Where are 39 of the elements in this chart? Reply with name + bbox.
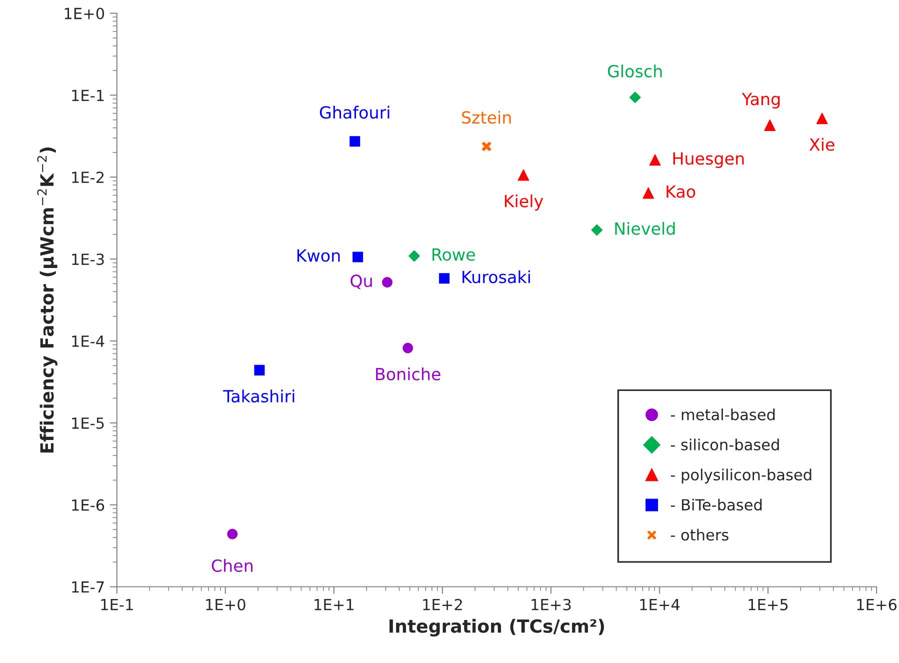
y-tick-label: 1E+0 — [64, 8, 104, 20]
y-tick-label: 1E-5 — [72, 418, 104, 429]
x-tick-label: 1E+1 — [314, 599, 354, 610]
annotation: Yang — [742, 92, 780, 109]
y-tick-label: 1E-2 — [72, 172, 104, 183]
x-tick-label: 1E+2 — [423, 598, 462, 610]
x-tick-label: 1E-1 — [101, 599, 133, 610]
annotation: Glosch — [608, 64, 662, 78]
legend-label: - silicon-based — [670, 438, 779, 450]
annotation: Rowe — [432, 248, 475, 261]
legend-label: - metal-based — [670, 408, 775, 420]
legend-label: - others — [670, 528, 728, 541]
annotation: Takashiri — [223, 390, 294, 403]
legend-label: - BiTe-based — [670, 498, 762, 511]
annotation: Huesgen — [673, 152, 744, 168]
annotation: Nieveld — [615, 222, 675, 235]
y-tick-label: 1E-7 — [72, 581, 104, 593]
annotation: Xie — [809, 138, 834, 151]
y-tick-label: 1E-1 — [72, 90, 104, 101]
y-tick-label: 1E-3 — [72, 254, 104, 266]
x-tick-label: 1E+6 — [857, 598, 897, 610]
annotation: Kao — [666, 185, 696, 198]
y-tick-label: 1E-4 — [72, 336, 104, 347]
annotation: Kiely — [504, 194, 544, 211]
annotation: Kurosaki — [462, 270, 530, 284]
x-tick-label: 1E+3 — [532, 598, 571, 610]
legend-label: - polysilicon-based — [670, 468, 812, 484]
x-tick-label: 1E+5 — [748, 599, 788, 610]
annotation: Kwon — [297, 249, 340, 262]
annotation: Chen — [212, 559, 252, 572]
y-axis-title: Efficiency Factor (µWcm$^{−2}$K$^{−2}$) — [37, 148, 58, 453]
x-tick-label: 1E+4 — [640, 599, 680, 610]
annotation: Sztein — [462, 110, 511, 124]
annotation: Qu — [350, 274, 372, 290]
x-axis-title: Integration (TCs/cm²) — [390, 618, 604, 637]
annotation: Boniche — [376, 367, 440, 380]
x-tick-label: 1E+0 — [206, 598, 246, 610]
y-tick-label: 1E-6 — [72, 499, 104, 511]
annotation: Ghafouri — [320, 106, 390, 119]
